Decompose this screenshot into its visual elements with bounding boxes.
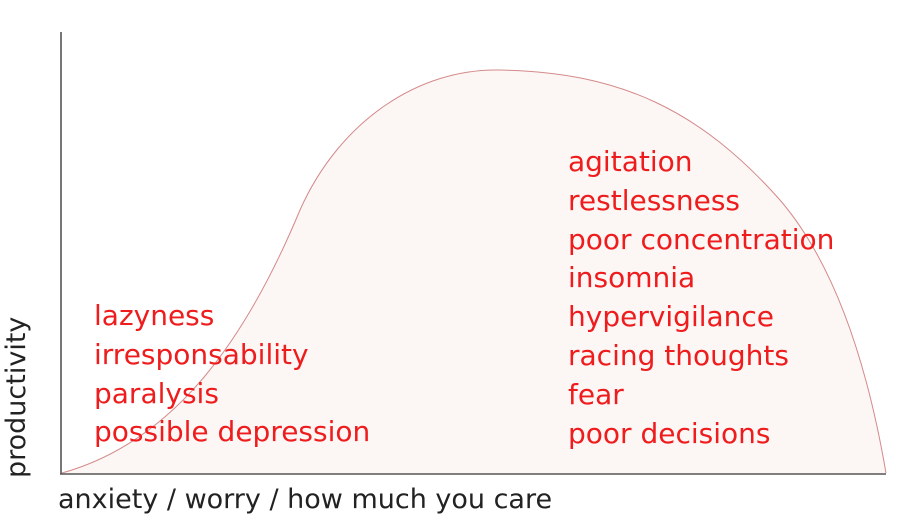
curve-area: [62, 69, 886, 473]
symptom-item: hypervigilance: [568, 300, 775, 334]
symptom-item: irresponsability: [94, 337, 309, 371]
symptom-item: possible depression: [94, 415, 371, 449]
productivity-curve: [61, 69, 887, 474]
symptom-item: agitation: [568, 145, 693, 178]
x-axis-label: anxiety / worry / how much you care: [58, 484, 553, 515]
low-anxiety-symptoms: lazyness irresponsability paralysis poss…: [94, 297, 370, 452]
symptom-item: restlessness: [568, 183, 741, 217]
high-anxiety-symptoms: agitation restlessness poor concentratio…: [568, 143, 834, 453]
symptom-item: lazyness: [94, 299, 215, 332]
symptom-item: poor decisions: [568, 416, 771, 450]
symptom-item: poor concentration: [568, 222, 835, 256]
symptom-item: racing thoughts: [568, 338, 789, 372]
symptom-item: fear: [568, 377, 624, 411]
symptom-item: paralysis: [94, 376, 219, 410]
symptom-item: insomnia: [568, 261, 696, 295]
y-axis-label: productivity: [1, 316, 32, 478]
